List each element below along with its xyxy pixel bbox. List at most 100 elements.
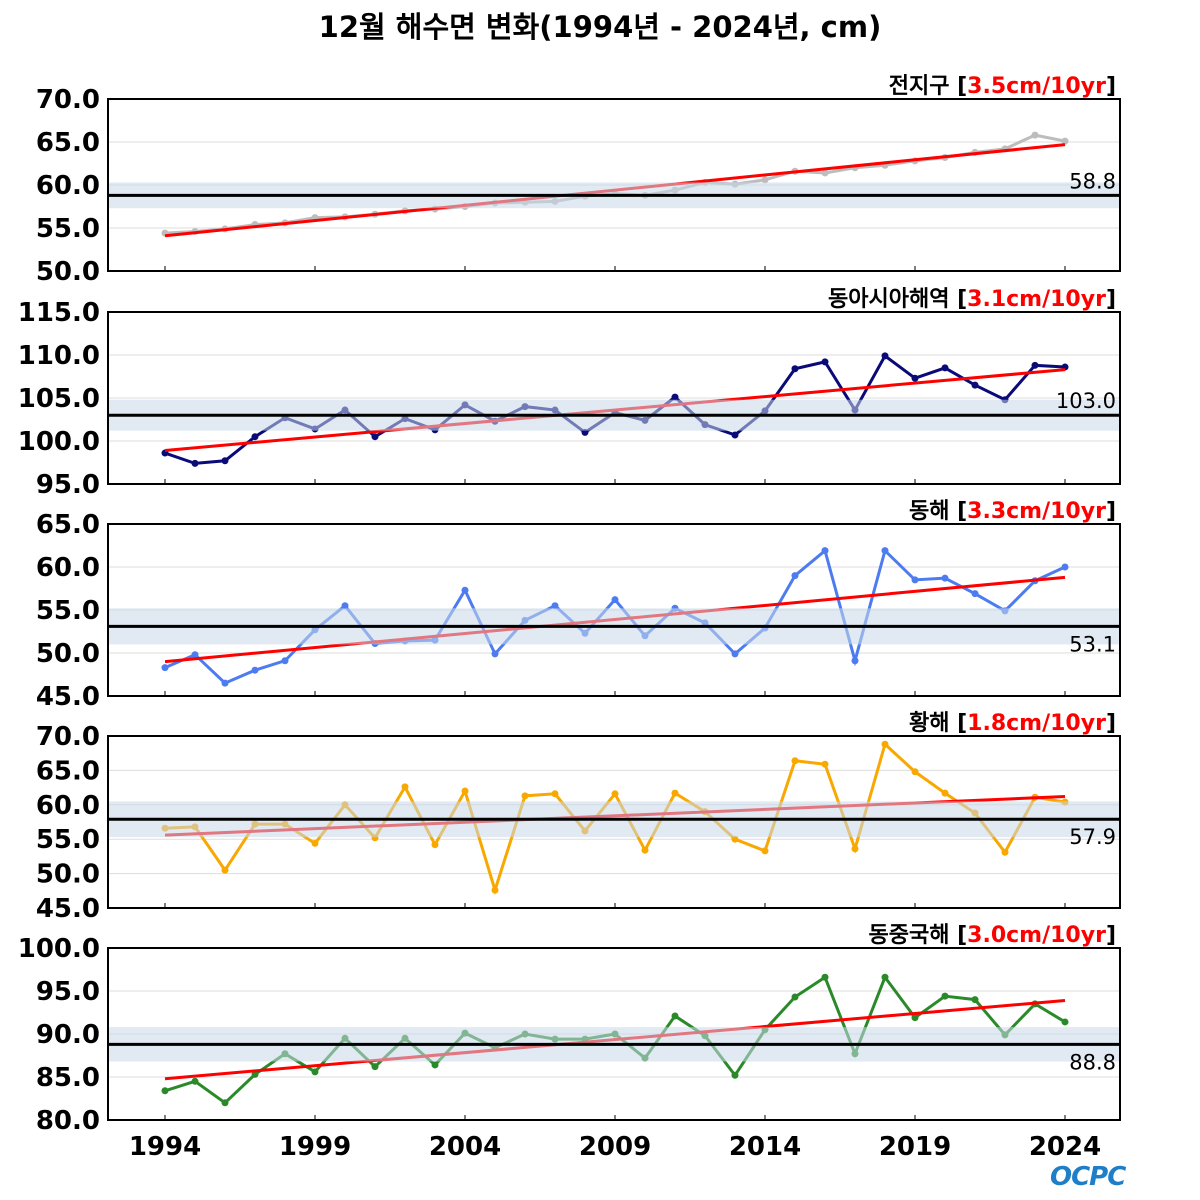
data-point xyxy=(191,1077,199,1085)
data-point xyxy=(191,459,199,467)
data-point xyxy=(911,576,919,584)
y-tick-label: 65.0 xyxy=(36,510,100,540)
y-tick-label: 80.0 xyxy=(36,1106,100,1136)
bracket: ] xyxy=(1106,923,1116,948)
data-point xyxy=(1061,137,1069,145)
data-point xyxy=(971,996,979,1004)
data-point xyxy=(431,841,439,849)
data-point xyxy=(251,1070,259,1078)
bracket: ] xyxy=(1106,74,1116,99)
x-tick-label: 1999 xyxy=(279,1132,351,1162)
data-point xyxy=(971,590,979,598)
data-point xyxy=(881,740,889,748)
y-tick-label: 100.0 xyxy=(18,934,100,964)
data-point xyxy=(941,364,949,372)
region-name: 동중국해 [ xyxy=(868,923,967,948)
data-point xyxy=(731,431,739,439)
x-tick-label: 2019 xyxy=(879,1132,951,1162)
y-tick-label: 65.0 xyxy=(36,756,100,786)
panel-3: 45.0 50.0 55.0 60.0 65.0 70.0 57.9 황해 [1.8cm/10… xyxy=(36,711,1121,924)
data-point xyxy=(821,169,829,177)
data-point xyxy=(941,574,949,582)
trend-rate: 3.5cm/10yr xyxy=(967,74,1106,99)
y-tick-label: 55.0 xyxy=(36,825,100,855)
data-point xyxy=(791,993,799,1001)
data-point xyxy=(311,1068,319,1076)
y-tick-label: 45.0 xyxy=(36,682,100,712)
data-point xyxy=(941,992,949,1000)
data-point xyxy=(821,760,829,768)
mean-label: 88.8 xyxy=(1069,1050,1116,1074)
region-name: 전지구 [ xyxy=(889,74,967,99)
data-point xyxy=(911,374,919,382)
data-point xyxy=(821,973,829,981)
panel-frame xyxy=(107,311,1121,485)
data-point xyxy=(971,381,979,389)
data-point xyxy=(401,783,409,791)
data-point xyxy=(671,789,679,797)
data-point xyxy=(911,768,919,776)
region-name: 동해 [ xyxy=(909,499,967,524)
data-point xyxy=(461,787,469,795)
panel-title: 동해 [3.3cm/10yr] xyxy=(909,499,1116,524)
data-point xyxy=(191,651,199,659)
x-tick-label: 2009 xyxy=(579,1132,651,1162)
data-point xyxy=(1031,361,1039,369)
data-point xyxy=(731,1071,739,1079)
panel-frame xyxy=(107,735,1121,909)
data-point xyxy=(551,602,559,610)
trend-rate: 3.3cm/10yr xyxy=(967,499,1106,524)
data-point xyxy=(251,666,259,674)
data-point xyxy=(641,846,649,854)
y-tick-label: 115.0 xyxy=(18,298,100,328)
data-point xyxy=(911,1014,919,1022)
panel-title: 황해 [1.8cm/10yr] xyxy=(909,711,1116,736)
y-tick-label: 100.0 xyxy=(18,427,100,457)
data-point xyxy=(1061,563,1069,571)
y-tick-label: 55.0 xyxy=(36,214,100,244)
data-point xyxy=(851,657,859,665)
bracket: ] xyxy=(1106,287,1116,312)
data-point xyxy=(671,393,679,401)
y-tick-label: 60.0 xyxy=(36,171,100,201)
data-point xyxy=(881,352,889,360)
panel-2: 45.0 50.0 55.0 60.0 65.0 53.1 동해 [3.3cm/10yr] xyxy=(36,499,1121,712)
data-point xyxy=(851,845,859,853)
data-point xyxy=(221,679,229,687)
y-tick-label: 95.0 xyxy=(36,977,100,1007)
y-tick-label: 50.0 xyxy=(36,257,100,287)
ocpc-logo: OCPC xyxy=(1050,1162,1126,1192)
y-tick-label: 95.0 xyxy=(36,470,100,500)
mean-label: 103.0 xyxy=(1056,389,1116,413)
y-tick-label: 50.0 xyxy=(36,639,100,669)
data-point xyxy=(731,650,739,658)
trend-rate: 3.1cm/10yr xyxy=(967,287,1106,312)
y-tick-label: 70.0 xyxy=(36,722,100,752)
y-tick-label: 90.0 xyxy=(36,1020,100,1050)
panel-title: 전지구 [3.5cm/10yr] xyxy=(889,74,1116,99)
data-point xyxy=(491,886,499,894)
panel-1: 95.0 100.0 105.0 110.0 115.0 103.0 동아시아해역 [3.1… xyxy=(18,287,1121,500)
data-point xyxy=(161,1087,169,1095)
data-point xyxy=(371,433,379,441)
data-point xyxy=(791,572,799,580)
panel-title: 동중국해 [3.0cm/10yr] xyxy=(868,923,1116,948)
mean-label: 58.8 xyxy=(1069,169,1116,193)
region-name: 동아시아해역 [ xyxy=(828,287,967,312)
data-point xyxy=(821,547,829,555)
data-point xyxy=(521,792,529,800)
data-point xyxy=(161,664,169,672)
data-point xyxy=(821,358,829,366)
x-tick-label: 2004 xyxy=(429,1132,501,1162)
y-tick-label: 110.0 xyxy=(18,341,100,371)
bracket: ] xyxy=(1106,711,1116,736)
data-point xyxy=(611,596,619,604)
y-tick-label: 85.0 xyxy=(36,1063,100,1093)
data-point xyxy=(251,433,259,441)
chart-title: 12월 해수면 변화(1994년 - 2024년, cm) xyxy=(318,10,882,44)
data-point xyxy=(881,973,889,981)
data-point xyxy=(281,657,289,665)
data-point xyxy=(791,365,799,373)
mean-label: 57.9 xyxy=(1069,825,1116,849)
data-point xyxy=(671,1012,679,1020)
